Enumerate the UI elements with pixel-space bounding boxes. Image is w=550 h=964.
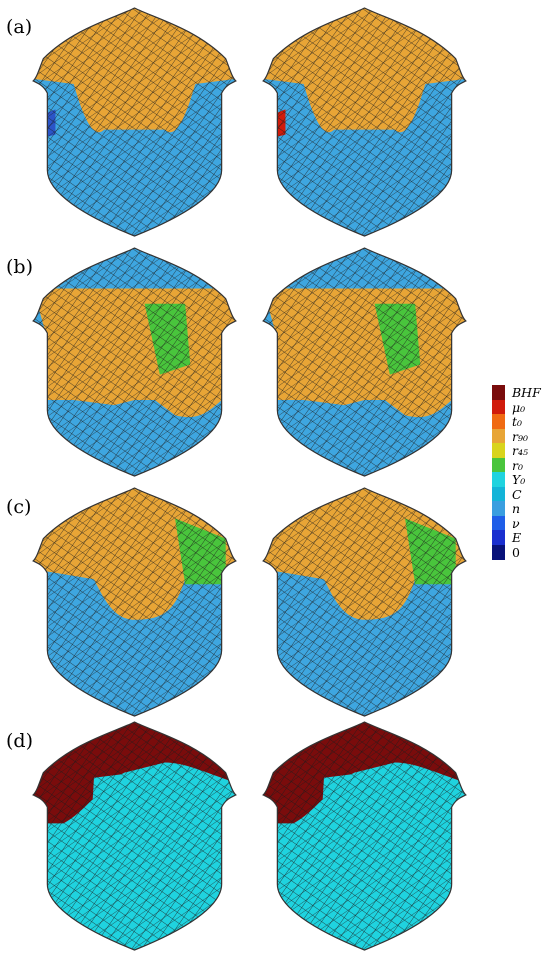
legend-label: ν — [512, 515, 520, 531]
panel-label: (d) — [6, 730, 33, 752]
legend-label: Y₀ — [512, 472, 526, 487]
legend-label: n — [512, 501, 521, 516]
legend-label: BHF — [512, 385, 541, 400]
fem-part-right — [262, 247, 467, 477]
panel-label: (c) — [6, 496, 32, 518]
fem-part-left — [32, 721, 237, 951]
legend-swatch — [492, 530, 505, 545]
legend-swatch — [492, 385, 505, 400]
legend-swatch — [492, 428, 505, 444]
legend-swatch — [492, 472, 505, 487]
legend-swatch — [492, 414, 505, 429]
legend-swatch — [492, 501, 505, 516]
legend-label: r₀ — [512, 457, 523, 473]
legend-label: t₀ — [512, 414, 523, 429]
legend-swatch — [492, 443, 505, 458]
fem-part-left — [32, 247, 237, 477]
legend-label: E — [512, 530, 522, 545]
legend-label: 0 — [512, 544, 520, 560]
legend-label: C — [512, 486, 522, 502]
legend-swatch — [492, 399, 505, 415]
legend-label: μ₀ — [512, 399, 526, 415]
fem-part-right — [262, 487, 467, 717]
legend-swatch — [492, 544, 505, 560]
legend-label: r₄₅ — [512, 443, 528, 458]
legend-swatch — [492, 515, 505, 531]
panel-label: (a) — [6, 16, 33, 38]
legend-label: r₉₀ — [512, 428, 528, 444]
fem-part-right — [262, 721, 467, 951]
legend-swatch — [492, 457, 505, 473]
fem-part-right — [262, 7, 467, 237]
panel-label: (b) — [6, 256, 33, 278]
fem-part-left — [32, 7, 237, 237]
legend-swatch — [492, 486, 505, 502]
fem-part-left — [32, 487, 237, 717]
